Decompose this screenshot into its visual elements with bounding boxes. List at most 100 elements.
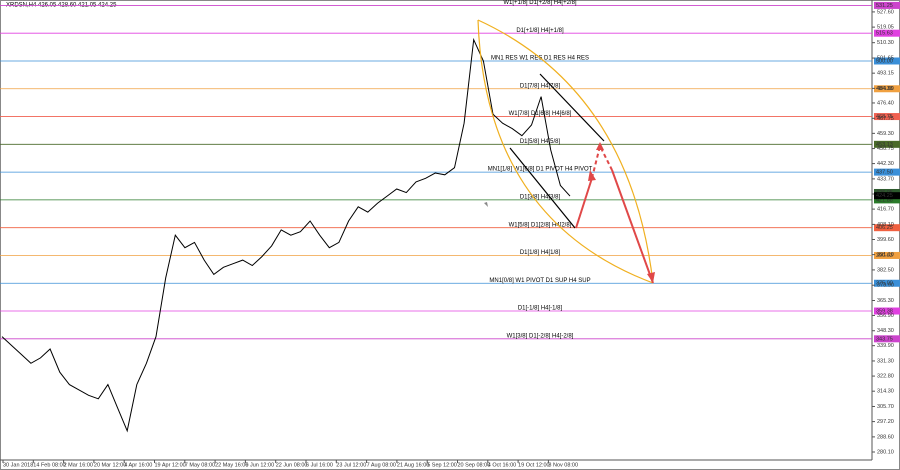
x-tick-label: 30 Jan 2018: [3, 462, 33, 468]
arrow-head: [588, 170, 596, 181]
x-tick-label: 22 Jun 08:00: [276, 462, 308, 468]
x-tick-label: 8 Nov 08:00: [548, 462, 578, 468]
y-tick-label: 331.30: [877, 358, 894, 364]
x-tick-label: 2 Mar 16:00: [64, 462, 93, 468]
level-label: D1[1/8] H4[1/8]: [520, 250, 561, 256]
level-tag-label: 421.88: [876, 197, 893, 203]
x-tick-label: 6 Jul 16:00: [306, 462, 333, 468]
level-label: D1[-1/8] H4[-1/8]: [518, 306, 563, 312]
y-tick-label: 288.60: [877, 434, 894, 440]
x-tick-label: 20 Mar 12:00: [94, 462, 126, 468]
level-tag: [874, 85, 900, 93]
level-tag-label: 406.25: [876, 225, 893, 231]
x-tick-label: 23 Jul 12:00: [336, 462, 366, 468]
trend-line: [509, 147, 576, 229]
x-tick-label: 20 Sep 08:00: [458, 462, 491, 468]
y-tick-label: 527.60: [877, 9, 894, 15]
x-tick-label: 14 Feb 08:00: [33, 462, 65, 468]
level-label: W1[7/8] D1[6/8] H4[6/8]: [509, 111, 572, 117]
arrow-head: [596, 142, 604, 150]
y-tick-label: 365.30: [877, 298, 894, 304]
price-tag-label: 424.25: [876, 193, 893, 199]
y-tick-label: 501.65: [877, 56, 894, 62]
level-tag-label: 531.25: [876, 3, 893, 9]
level-tag: [874, 307, 900, 315]
y-tick-label: 382.50: [877, 267, 894, 273]
y-tick-label: 373.90: [877, 283, 894, 289]
level-tag-label: 343.75: [876, 336, 893, 342]
level-label: W1[3/8] D1[-2/8] H4[-2/8]: [507, 333, 574, 339]
y-tick-label: 399.60: [877, 237, 894, 243]
cursor: [484, 202, 488, 207]
y-tick-label: 305.70: [877, 404, 894, 410]
level-tag: [874, 251, 900, 259]
x-tick-label: 6 Jun 12:00: [245, 462, 274, 468]
y-tick-label: 493.15: [877, 71, 894, 77]
y-tick-label: 356.90: [877, 313, 894, 319]
level-tag-label: 515.63: [876, 31, 893, 37]
level-tag: [874, 335, 900, 343]
y-tick-label: 467.75: [877, 116, 894, 122]
y-tick-label: 510.30: [877, 40, 894, 46]
y-tick-label: 314.30: [877, 389, 894, 395]
level-tag-label: 500.00: [876, 58, 893, 64]
level-label: MN1[1/8] W1[6/8] D1 PIVOT H4 PIVOT: [488, 167, 593, 173]
forecast-drawing: [477, 19, 655, 284]
level-tag-label: 375.00: [876, 281, 893, 287]
level-label: W1[5/8] D1[2/8] H4[2/8]: [509, 222, 572, 228]
trend-line: [539, 73, 605, 142]
level-tag: [874, 196, 900, 204]
level-tag: [874, 279, 900, 287]
level-tag: [874, 168, 900, 176]
level-tag-label: 437.50: [876, 170, 893, 176]
level-label: D1[3/8] H4[3/8]: [520, 194, 561, 200]
y-tick-label: 339.90: [877, 343, 894, 349]
level-tag: [874, 113, 900, 121]
y-tick-label: 297.20: [877, 419, 894, 425]
y-tick-label: 459.30: [877, 131, 894, 137]
level-tag: [874, 140, 900, 148]
y-tick-label: 476.40: [877, 100, 894, 106]
y-tick-label: 280.10: [877, 449, 894, 455]
y-tick-label: 484.60: [877, 86, 894, 92]
x-tick-label: 4 Apr 16:00: [124, 462, 152, 468]
y-tick-label: 519.05: [877, 25, 894, 31]
level-tag-label: 453.13: [876, 142, 893, 148]
y-tick-label: 416.70: [877, 207, 894, 213]
y-tick-label: 442.30: [877, 161, 894, 167]
y-tick-label: 433.70: [877, 176, 894, 182]
forecast-arrow: [591, 143, 613, 179]
level-label: D1[+1/8] H4[+1/8]: [516, 28, 564, 34]
x-tick-label: 7 Aug 08:00: [367, 462, 396, 468]
level-tag: [874, 1, 900, 9]
forecast-arrow: [611, 169, 654, 284]
y-tick-label: 408.10: [877, 222, 894, 228]
forecast-arrow: [575, 177, 593, 229]
level-tag-label: 390.63: [876, 253, 893, 259]
level-tag: [874, 57, 900, 65]
level-tag: [874, 29, 900, 37]
y-tick-label: 322.80: [877, 374, 894, 380]
level-label: D1[5/8] H4[5/8]: [520, 139, 561, 145]
x-tick-label: 19 Apr 12:00: [155, 462, 186, 468]
y-tick-label: 348.30: [877, 328, 894, 334]
y-tick-label: 450.75: [877, 146, 894, 152]
level-label: MN1[0/8] W1 PIVOT D1 SUP H4 SUP: [489, 278, 590, 284]
price-line: [1, 37, 571, 433]
arrow-head: [647, 272, 655, 283]
level-tag-label: 484.38: [876, 86, 893, 92]
y-tick-label: 391.10: [877, 252, 894, 258]
x-tick-label: 22 May 16:00: [215, 462, 248, 468]
x-tick-label: 21 Aug 16:00: [397, 462, 429, 468]
level-tag: [874, 224, 900, 232]
level-label: W1[+1/8] D1[+2/8] H4[+2/8]: [503, 0, 577, 6]
x-tick-label: 19 Oct 12:00: [518, 462, 550, 468]
x-tick-label: 5 Sep 12:00: [427, 462, 457, 468]
level-tag-label: 359.38: [876, 308, 893, 314]
arc: [477, 19, 654, 284]
x-tick-label: 7 May 08:00: [185, 462, 215, 468]
arc: [477, 19, 654, 284]
x-tick-label: 4 Oct 16:00: [488, 462, 516, 468]
